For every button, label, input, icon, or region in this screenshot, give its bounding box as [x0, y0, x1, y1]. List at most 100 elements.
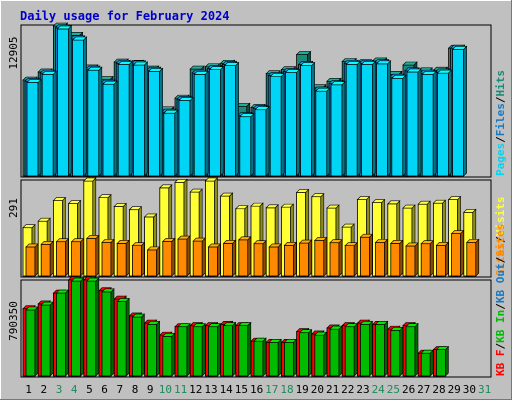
- bar-top-sites-day-3: [55, 238, 70, 243]
- side-label-1-0: Sites: [494, 243, 507, 276]
- side-label-0-0: Pages: [494, 143, 507, 176]
- bar-top-pages-day-8: [132, 61, 149, 66]
- bar-top-hits-day-26: [402, 61, 418, 66]
- bar-side-sites-day-4: [80, 237, 84, 277]
- bar-side-pages-day-6: [113, 80, 118, 177]
- bar-top-sites-day-5: [86, 235, 100, 239]
- day-label-1: 1: [25, 383, 32, 396]
- bar-sites-day-27: [420, 243, 431, 277]
- bar-top-visits-day-1: [22, 224, 36, 228]
- bar-side-pages-day-25: [402, 74, 407, 177]
- side-label-2-4: KB Out: [494, 263, 507, 303]
- bar-top-pages-day-4: [71, 36, 88, 41]
- bar-side-kb-in-day-27: [429, 349, 434, 377]
- bar-pages-day-27: [421, 73, 434, 177]
- bar-side-sites-day-20: [323, 236, 328, 277]
- bar-side-pages-day-3: [68, 25, 72, 177]
- bar-side-kb-in-day-7: [125, 297, 130, 377]
- bar-top-sites-day-4: [70, 238, 85, 243]
- bar-sites-day-24: [375, 241, 386, 277]
- bar-side-kb-in-day-4: [80, 277, 84, 377]
- bar-side-sites-day-5: [95, 234, 100, 277]
- panel-frame-kb: [20, 279, 492, 378]
- bar-side-pages-day-27: [432, 70, 437, 177]
- bar-sites-day-21: [329, 242, 340, 277]
- bar-side-sites-day-27: [429, 239, 434, 277]
- bar-side-pages-day-22: [356, 60, 361, 177]
- bar-side-kb-in-day-13: [217, 322, 221, 377]
- bar-kb-in-day-15: [238, 325, 249, 377]
- bar-pages-day-3: [57, 28, 69, 177]
- bar-side-pages-day-4: [83, 36, 87, 177]
- panel-frame-visits: [20, 179, 492, 278]
- bar-side-kb-in-day-16: [262, 337, 267, 377]
- day-label-31: 31: [478, 383, 491, 396]
- bar-top-kb-in-day-3: [55, 289, 70, 294]
- bar-pages-day-8: [132, 64, 145, 177]
- bar-top-visits-day-27: [417, 200, 431, 205]
- bar-pages-day-7: [117, 64, 130, 177]
- bar-pages-day-21: [330, 84, 343, 177]
- bar-top-visits-day-6: [98, 194, 112, 198]
- bar-side-sites-day-3: [65, 237, 69, 277]
- day-label-6: 6: [101, 383, 108, 396]
- bar-sites-day-3: [56, 241, 66, 277]
- bar-side-kb-in-day-3: [65, 289, 69, 377]
- bar-top-kb-in-day-2: [40, 301, 54, 306]
- bar-kb-in-day-25: [390, 329, 401, 377]
- panel-hits: [22, 22, 468, 177]
- bar-side-sites-day-10: [171, 237, 176, 277]
- bar-side-sites-day-8: [141, 241, 145, 277]
- bar-pages-day-4: [72, 39, 84, 177]
- bar-top-sites-day-24: [374, 239, 389, 243]
- day-label-23: 23: [356, 383, 369, 396]
- bar-kb-in-day-2: [40, 304, 51, 377]
- day-label-20: 20: [311, 383, 324, 396]
- bar-kb-in-day-11: [177, 326, 188, 377]
- bar-sites-day-29: [451, 233, 462, 277]
- bar-top-kb-in-day-10: [162, 333, 176, 337]
- bar-side-sites-day-14: [232, 239, 236, 277]
- bar-pages-day-17: [269, 76, 282, 177]
- bar-side-kb-in-day-12: [201, 322, 206, 377]
- bar-top-kb-in-day-1: [25, 306, 39, 311]
- bar-top-pages-day-11: [178, 97, 194, 101]
- side-label-0-4: Hits: [494, 70, 507, 97]
- bar-top-kb-in-day-4: [70, 277, 85, 282]
- bar-top-hits-day-12: [189, 65, 205, 70]
- bar-kb-in-day-16: [253, 340, 264, 377]
- bar-top-visits-day-12: [189, 188, 203, 193]
- bar-top-visits-day-24: [371, 199, 386, 203]
- bar-top-visits-day-5: [83, 177, 97, 182]
- bar-top-pages-day-26: [406, 68, 422, 73]
- day-label-17: 17: [265, 383, 278, 396]
- bar-side-kb-in-day-14: [232, 321, 236, 377]
- bar-side-pages-day-28: [448, 69, 452, 177]
- bar-side-kb-in-day-22: [353, 322, 358, 377]
- bar-top-kb-in-day-25: [390, 327, 404, 331]
- max-labels: 12905 291 790350: [7, 36, 20, 340]
- bar-side-sites-day-2: [49, 240, 54, 277]
- bar-side-kb-in-day-5: [95, 277, 100, 377]
- day-label-19: 19: [296, 383, 309, 396]
- bar-top-sites-day-15: [238, 236, 252, 241]
- bar-side-pages-day-11: [189, 96, 194, 177]
- bar-sites-day-18: [283, 244, 294, 277]
- bar-side-kb-in-day-15: [247, 321, 252, 377]
- panel-kb: [22, 276, 450, 377]
- side-label-0-1: /: [494, 136, 507, 143]
- bar-side-kb-in-day-19: [308, 329, 312, 377]
- bar-top-kb-in-day-24: [374, 321, 389, 325]
- bar-kb-in-day-20: [314, 334, 325, 377]
- bar-top-pages-day-24: [375, 60, 392, 65]
- bar-top-pages-day-2: [41, 70, 57, 75]
- bar-top-pages-day-23: [360, 61, 377, 65]
- bar-side-pages-day-7: [128, 60, 133, 177]
- day-label-9: 9: [147, 383, 154, 396]
- bar-side-pages-day-12: [204, 70, 209, 177]
- day-label-29: 29: [448, 383, 461, 396]
- day-label-2: 2: [40, 383, 47, 396]
- bar-top-visits-day-17: [265, 204, 279, 209]
- bar-top-visits-day-23: [356, 196, 371, 200]
- bar-top-visits-day-4: [67, 200, 82, 204]
